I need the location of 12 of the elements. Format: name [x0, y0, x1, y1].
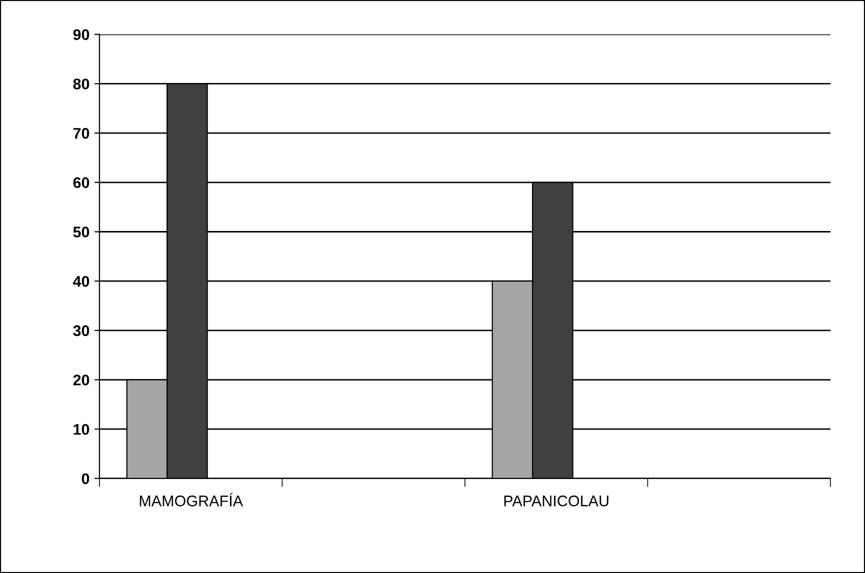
y-tick-label: 50	[73, 226, 90, 238]
y-tick-label: 30	[73, 325, 90, 336]
x-tick-label: MAMOGRAFÍA	[140, 492, 244, 506]
y-tick-label: 70	[73, 128, 90, 139]
y-tick-label: 0	[82, 473, 90, 484]
y-tick-label: 60	[73, 177, 90, 188]
y-tick-label: 10	[74, 424, 90, 435]
y-tick-label: 80	[73, 78, 90, 90]
x-tick-label: PAPANICOLAU	[504, 496, 608, 506]
y-tick-label: 90	[73, 29, 90, 40]
y-tick-label: 40	[72, 276, 90, 287]
y-tick-label: 20	[73, 374, 90, 386]
